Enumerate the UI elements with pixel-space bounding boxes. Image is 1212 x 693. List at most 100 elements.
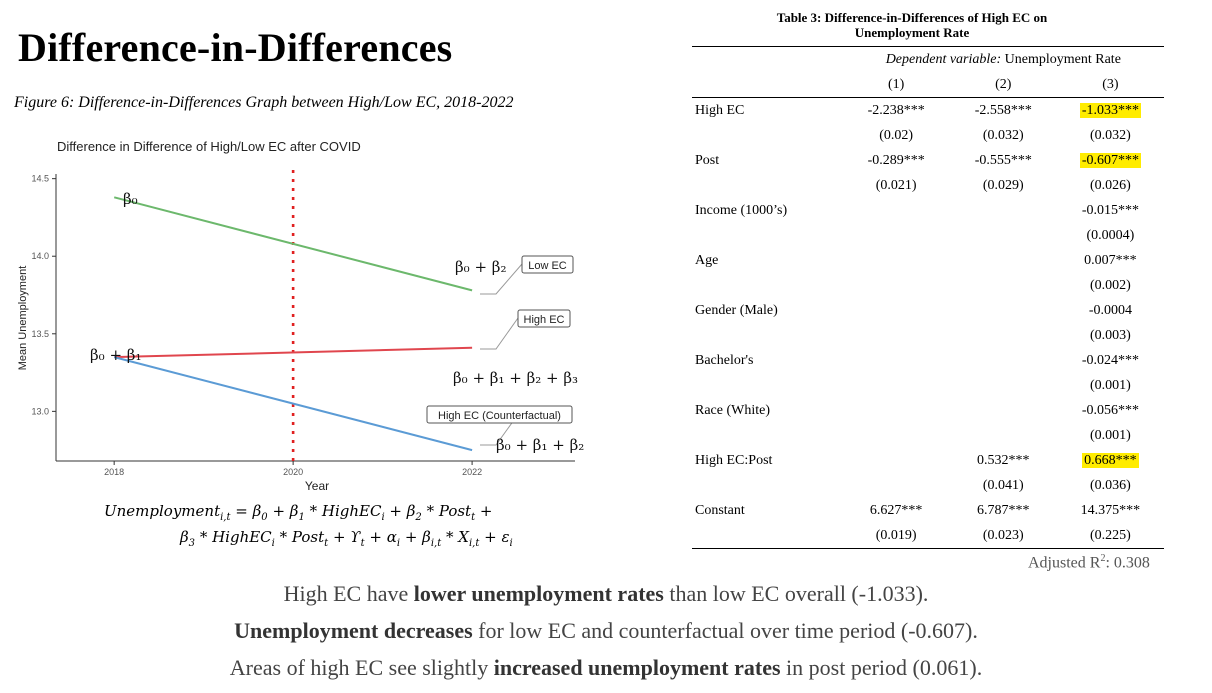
annot-beta0-beta1: β₀ + β₁ [90, 346, 141, 364]
equation-term: * X [441, 528, 469, 546]
high-ec-label: High EC [524, 314, 565, 326]
table-cell [843, 373, 950, 398]
equation-subscript: 0 [261, 512, 268, 523]
equation-subscript: 2 [415, 512, 422, 523]
adjusted-r2-value: : 0.308 [1105, 554, 1150, 572]
equation-term: + α [364, 528, 397, 546]
equation-term: + ε [479, 528, 510, 546]
row-label [692, 273, 843, 298]
table-cell [843, 348, 950, 373]
table-title-line-1: Table 3: Difference-in-Differences of Hi… [776, 10, 1048, 25]
equation-term: * Post [421, 502, 472, 520]
dep-var-row: Dependent variable: Unemployment Rate [692, 46, 1164, 72]
equation-subscript: i [509, 538, 513, 549]
slide-title: Difference-in-Differences [18, 25, 453, 70]
table-row: High EC -2.238*** -2.558*** -1.033*** [692, 98, 1164, 124]
did-equation-line-1: Unemploymenti,t = β0 + β1 * HighECi + β2… [104, 502, 492, 523]
equation-subscript: t [324, 538, 329, 549]
high-ec-label-box [517, 309, 571, 328]
low-ec-leader [480, 263, 523, 295]
table-row: Race (White) -0.056*** [692, 398, 1164, 423]
table-cell [950, 273, 1057, 298]
table-cell: 14.375*** [1080, 502, 1141, 518]
equation-term: * Post [274, 528, 325, 546]
row-label: High EC [695, 102, 745, 118]
x-tick-label: 2018 [104, 467, 124, 477]
equation-term: + β [384, 502, 416, 520]
equation-term: Unemployment [104, 502, 221, 520]
series-line-1 [114, 346, 473, 359]
y-tick-label: 13.5 [31, 329, 49, 339]
table-cell: 0.668*** [1057, 448, 1164, 473]
equation-term: = β [230, 502, 262, 520]
finding-text: Areas of high EC see slightly [229, 655, 494, 680]
finding-text: in post period (0.061). [780, 655, 983, 680]
table-row: Income (1000’s) -0.015*** [692, 198, 1164, 223]
table-cell: 0.532*** [977, 452, 1030, 468]
equation-subscript: 3 [188, 538, 196, 549]
highlighted-value: 0.668*** [1082, 452, 1139, 468]
row-label: Race (White) [695, 402, 771, 418]
highlighted-value: -0.607*** [1079, 152, 1141, 168]
table-cell: 6.787*** [977, 502, 1030, 518]
table-row: (0.041) (0.036) [692, 473, 1164, 498]
table-cell: -0.607*** [1057, 148, 1164, 173]
table-cell [843, 198, 950, 223]
table-cell [843, 423, 950, 448]
row-label [692, 323, 843, 348]
table-cell [843, 298, 950, 323]
table-cell [843, 398, 950, 423]
row-label: High EC:Post [695, 452, 773, 468]
table-cell: (0.021) [875, 177, 917, 193]
dep-var-name: Unemployment Rate [1001, 51, 1121, 67]
table-cell [950, 298, 1057, 323]
table-cell [950, 323, 1057, 348]
table-title-line-2: Unemployment Rate [854, 25, 970, 40]
row-label [692, 423, 843, 448]
table-cell: (0.02) [879, 127, 914, 143]
finding-text: High EC have [283, 581, 414, 606]
row-label: Age [695, 252, 719, 268]
finding-line: Areas of high EC see slightly increased … [0, 649, 1212, 686]
equation-subscript: t [360, 538, 365, 549]
table-title: Table 3: Difference-in-Differences of Hi… [692, 10, 1132, 40]
table-cell [950, 423, 1057, 448]
low-ec-label: Low EC [528, 260, 567, 272]
column-header: (1) [842, 72, 950, 98]
highlighted-value: -1.033*** [1079, 102, 1141, 118]
table-row: (0.021) (0.029) (0.026) [692, 173, 1164, 198]
table-row: (0.001) [692, 373, 1164, 398]
y-tick-label: 13.0 [31, 406, 49, 416]
finding-line: High EC have lower unemployment rates th… [0, 575, 1212, 612]
adjusted-r2: Adjusted R2: 0.308 [1028, 553, 1150, 572]
table-row: Bachelor's -0.024*** [692, 348, 1164, 373]
equation-subscript: i,t [220, 512, 231, 523]
table-cell: (0.001) [1090, 377, 1131, 393]
table-cell: (0.001) [1090, 427, 1131, 443]
equation-term: + β [267, 502, 299, 520]
counterfactual-leader [480, 419, 515, 446]
equation-term: + [475, 502, 493, 520]
table-row: (0.001) [692, 423, 1164, 448]
table-cell: (0.003) [1090, 327, 1131, 343]
table-cell: 6.627*** [869, 502, 923, 518]
row-label [692, 123, 843, 148]
finding-emphasis: increased unemployment rates [493, 655, 781, 680]
row-label [692, 473, 843, 498]
x-axis-label: Year [305, 479, 329, 493]
table-row: High EC:Post 0.532*** 0.668*** [692, 448, 1164, 473]
row-label [692, 173, 843, 198]
equation-term: β [180, 528, 189, 546]
row-label [692, 523, 843, 549]
annot-beta0-beta2: β₀ + β₂ [455, 258, 506, 276]
regression-table: Dependent variable: Unemployment Rate (1… [692, 46, 1164, 549]
table-cell: (0.0004) [1086, 227, 1135, 243]
table-row: (0.0004) [692, 223, 1164, 248]
table-cell: -1.033*** [1057, 98, 1164, 124]
table-row: (0.019) (0.023) (0.225) [692, 523, 1164, 549]
table-cell [950, 248, 1057, 273]
table-cell: -0.015*** [1081, 202, 1139, 218]
counterfactual-label-box [426, 405, 573, 424]
equation-subscript: i,t [468, 538, 480, 549]
table-row: Gender (Male) -0.0004 [692, 298, 1164, 323]
